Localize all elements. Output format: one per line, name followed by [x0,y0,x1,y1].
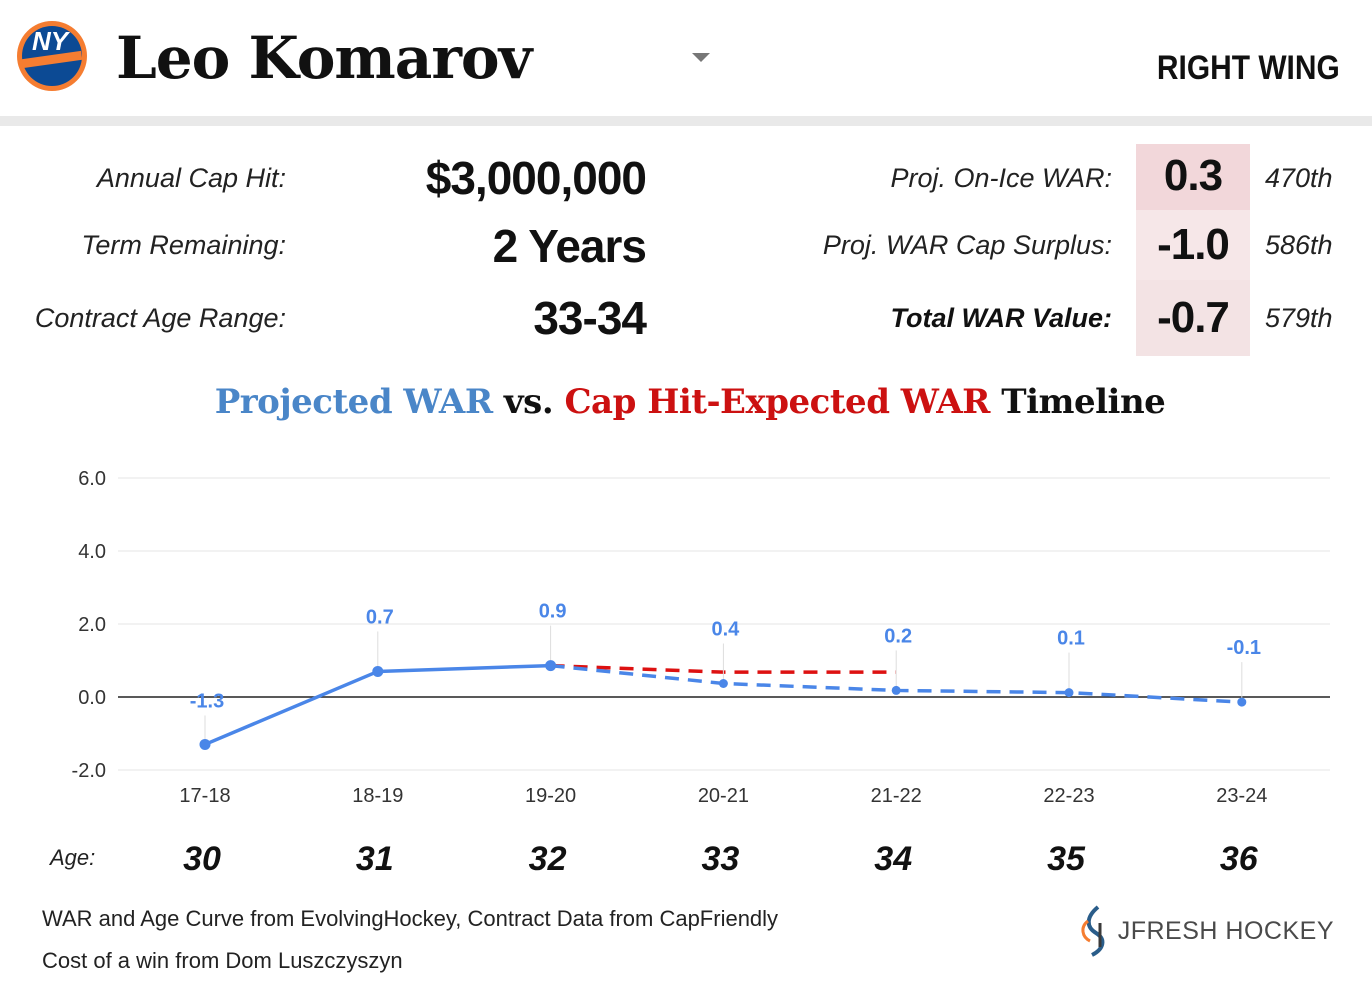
age-value: 34 [874,840,912,878]
title-timeline: Timeline [989,382,1166,422]
age-value: 33 [701,840,739,878]
age-value: 36 [1220,840,1259,878]
cap-hit-label: Annual Cap Hit: [96,163,286,193]
title-projected-war: Projected WAR [214,382,493,422]
chart-title: Projected WAR vs. Cap Hit-Expected WAR T… [0,378,1372,426]
x-tick-label: 20-21 [698,785,749,807]
cap-hit-value: $3,000,000 [425,152,647,204]
x-tick-label: 19-20 [525,785,576,807]
age-range-value: 33-34 [533,292,647,344]
x-tick-label: 23-24 [1216,785,1267,807]
age-value: 32 [529,840,567,878]
surplus-value: -1.0 [1136,210,1250,280]
player-dropdown-icon[interactable] [692,53,710,62]
age-value: 35 [1047,840,1086,878]
y-tick-label: 4.0 [78,541,106,563]
war-timeline-chart: -2.0 0.0 2.0 4.0 6.0 17-18 18-19 19-20 20-21 21-2… [48,468,1330,878]
data-label: 0.9 [539,601,567,623]
y-tick-label: 0.0 [78,687,106,709]
age-row-label: Age: [48,845,95,870]
player-position: RIGHT WING [1157,49,1340,87]
y-tick-label: 2.0 [78,614,106,636]
age-value: 30 [183,840,221,878]
data-label: -1.3 [190,690,224,712]
x-tick-label: 18-19 [352,785,403,807]
header-divider [0,116,1372,126]
projected-war-point [199,738,211,750]
age-range-label: Contract Age Range: [34,303,286,333]
source-note-2: Cost of a win from Dom Luszczyszyn [42,948,403,973]
data-label: 0.7 [366,606,394,628]
title-expected-war: Cap Hit-Expected WAR [564,382,991,422]
title-vs: vs. [492,382,565,422]
data-label: -0.1 [1227,637,1261,659]
age-value: 31 [356,840,394,878]
jfresh-icon [1081,905,1105,957]
total-war-rank: 579th [1265,303,1333,333]
brand-text: JFRESH HOCKEY [1117,916,1334,945]
y-tick-label: 6.0 [78,468,106,490]
x-tick-label: 17-18 [179,785,230,807]
term-label: Term Remaining: [81,230,286,260]
x-tick-label: 21-22 [871,785,922,807]
player-name: Leo Komarov [116,24,532,92]
data-label: 0.1 [1057,628,1085,650]
team-logo: NY [12,20,92,92]
projected-war-line-actual [204,663,551,747]
logo-stripe [21,50,83,69]
projected-war-point [1064,688,1074,698]
projected-war-point [1237,697,1247,707]
projected-war-point [891,685,901,695]
surplus-rank: 586th [1265,230,1333,260]
data-label: 0.4 [711,618,740,640]
onice-war-label: Proj. On-Ice WAR: [890,163,1112,193]
projected-war-point [718,678,728,688]
x-tick-label: 22-23 [1043,785,1094,807]
projected-war-point [372,665,384,677]
data-label: 0.2 [884,625,912,647]
logo-ny: NY [32,26,71,56]
onice-war-rank: 470th [1265,163,1333,193]
brand-logo: JFRESH HOCKEY [1078,902,1334,960]
projected-war-point [545,660,557,672]
surplus-label: Proj. WAR Cap Surplus: [822,230,1112,260]
total-war-value: -0.7 [1136,280,1250,356]
onice-war-value: 0.3 [1136,144,1250,210]
y-tick-label: -2.0 [72,760,106,782]
term-value: 2 Years [492,220,647,272]
total-war-label: Total WAR Value: [890,303,1112,333]
source-note-1: WAR and Age Curve from EvolvingHockey, C… [42,906,779,931]
